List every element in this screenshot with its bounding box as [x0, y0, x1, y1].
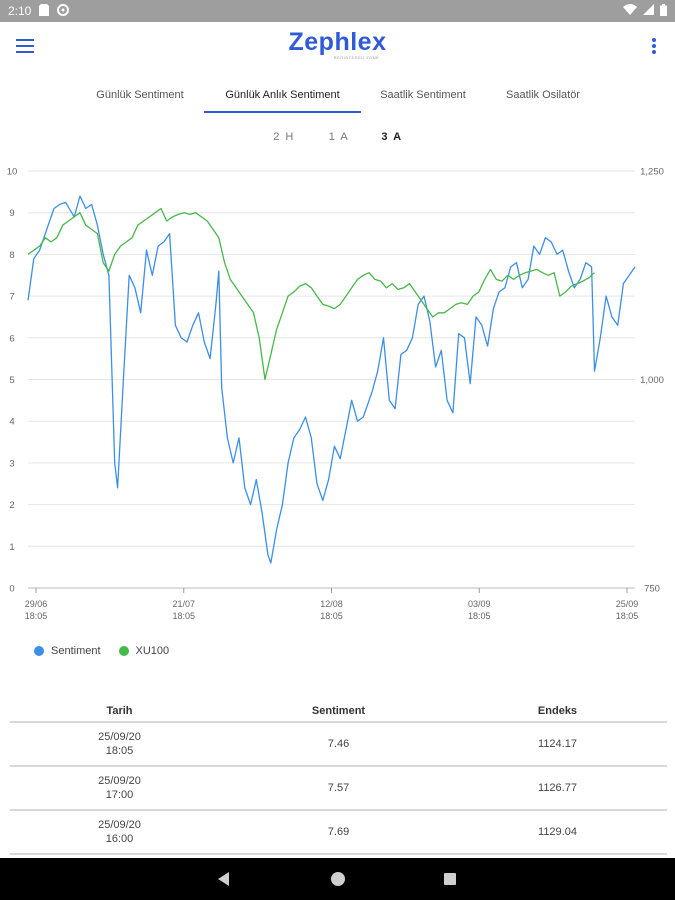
- system-nav-bar: [0, 858, 675, 900]
- status-time: 2:10: [8, 4, 32, 18]
- x-tick-label-time: 18:05: [25, 611, 48, 621]
- y-left-tick-label: 5: [9, 375, 14, 386]
- status-bar: 2:10: [0, 0, 675, 22]
- battery-icon: [660, 3, 667, 19]
- x-tick-label-time: 18:05: [616, 611, 639, 621]
- xu100-series-line: [27, 207, 595, 381]
- chart-legend: Sentiment XU100: [34, 645, 169, 657]
- legend-item-xu100[interactable]: XU100: [118, 645, 170, 657]
- cell-sentiment: 7.46: [327, 738, 350, 750]
- y-left-tick-label: 9: [9, 208, 14, 219]
- y-left-tick-label: 3: [9, 458, 14, 469]
- x-tick-label-date: 03/09: [468, 599, 491, 609]
- y-right-tick-label: 1,000: [640, 375, 664, 386]
- y-left-tick-label: 4: [9, 417, 14, 428]
- x-tick-label-time: 18:05: [468, 611, 491, 621]
- cell-date: 25/09/20 18:05: [10, 730, 229, 758]
- range-2h[interactable]: 2 H: [273, 131, 295, 143]
- range-1a[interactable]: 1 A: [328, 131, 350, 143]
- cell-date-day: 25/09/20: [98, 731, 141, 743]
- header-sentiment: Sentiment: [311, 704, 366, 717]
- cell-index: 1126.77: [538, 782, 577, 794]
- x-tick-label-date: 29/06: [25, 599, 48, 609]
- legend-item-sentiment[interactable]: Sentiment: [34, 645, 101, 657]
- y-left-tick-label: 7: [9, 292, 14, 303]
- cell-index: 1124.17: [538, 738, 577, 750]
- app-logo-subtitle: REGISTERED ZONE: [333, 55, 380, 60]
- y-left-tick-label: 8: [9, 250, 14, 261]
- cell-sentiment: 7.57: [327, 782, 350, 794]
- x-tick-label-time: 18:05: [320, 611, 343, 621]
- sentiment-chart[interactable]: 0 1 2 3 4 5 6 7 8 9 10 750 1,000 1,250 29/06 18:05 21/07…: [0, 155, 675, 630]
- legend-label-xu100: XU100: [135, 645, 170, 657]
- y-left-tick-label: 2: [9, 500, 14, 511]
- cell-date-day: 25/09/20: [98, 819, 141, 831]
- header-index: Endeks: [537, 704, 578, 717]
- app-bar: Zephlex REGISTERED ZONE: [0, 22, 675, 72]
- y-left-tick-label: 10: [7, 167, 18, 178]
- y-left-tick-label: 1: [9, 542, 14, 553]
- y-left-tick-label: 6: [9, 333, 14, 344]
- data-table: Tarih Sentiment Endeks 25/09/20 18:05 7.…: [10, 700, 667, 855]
- header-date: Tarih: [106, 704, 133, 717]
- x-tick-label-date: 25/09: [616, 599, 639, 609]
- table-row[interactable]: 25/09/20 17:00 7.57 1126.77: [10, 767, 667, 811]
- table-row[interactable]: 25/09/20 16:00 7.69 1129.04: [10, 811, 667, 855]
- range-selector: 2 H 1 A 3 A: [0, 126, 675, 148]
- table-row[interactable]: 25/09/20 18:05 7.46 1124.17: [10, 723, 667, 767]
- tab-saatlik-sentiment[interactable]: Saatlik Sentiment: [380, 89, 466, 101]
- nav-recents-icon[interactable]: [444, 873, 456, 885]
- legend-label-sentiment: Sentiment: [51, 645, 101, 657]
- hamburger-menu-icon[interactable]: [16, 39, 34, 53]
- signal-icon: [643, 4, 654, 18]
- tab-saatlik-osilator[interactable]: Saatlik Osilatör: [506, 89, 580, 101]
- cell-date: 25/09/20 17:00: [10, 774, 229, 802]
- cell-date-time: 18:05: [105, 745, 134, 757]
- cell-date: 25/09/20 16:00: [10, 818, 229, 846]
- wifi-icon: [623, 4, 637, 18]
- table-header: Tarih Sentiment Endeks: [10, 700, 667, 723]
- sd-card-icon: [39, 3, 50, 19]
- tab-bar: Günlük Sentiment Günlük Anlık Sentiment …: [0, 76, 675, 114]
- nav-back-icon[interactable]: [218, 872, 229, 886]
- y-left-tick-label: 0: [9, 584, 14, 595]
- y-right-tick-label: 750: [644, 584, 660, 595]
- x-tick-label-date: 12/08: [320, 599, 343, 609]
- cell-date-time: 16:00: [105, 833, 134, 845]
- sync-icon: [57, 3, 70, 19]
- cell-index: 1129.04: [538, 826, 577, 838]
- legend-dot-xu100: [118, 646, 129, 656]
- range-3a[interactable]: 3 A: [381, 131, 403, 143]
- y-right-tick-label: 1,250: [640, 167, 664, 178]
- tab-gunluk-anlik-sentiment[interactable]: Günlük Anlık Sentiment: [225, 89, 340, 101]
- x-tick-label-date: 21/07: [172, 599, 195, 609]
- tab-gunluk-sentiment[interactable]: Günlük Sentiment: [96, 89, 184, 101]
- sentiment-series-line: [27, 195, 636, 564]
- cell-date-day: 25/09/20: [98, 775, 141, 787]
- cell-date-time: 17:00: [105, 789, 134, 801]
- active-tab-indicator: [204, 111, 361, 113]
- cell-sentiment: 7.69: [327, 826, 350, 838]
- nav-home-icon[interactable]: [331, 872, 345, 886]
- legend-dot-sentiment: [34, 646, 44, 656]
- more-options-icon[interactable]: [651, 38, 657, 54]
- app-logo: Zephlex: [288, 28, 387, 56]
- x-tick-label-time: 18:05: [172, 611, 195, 621]
